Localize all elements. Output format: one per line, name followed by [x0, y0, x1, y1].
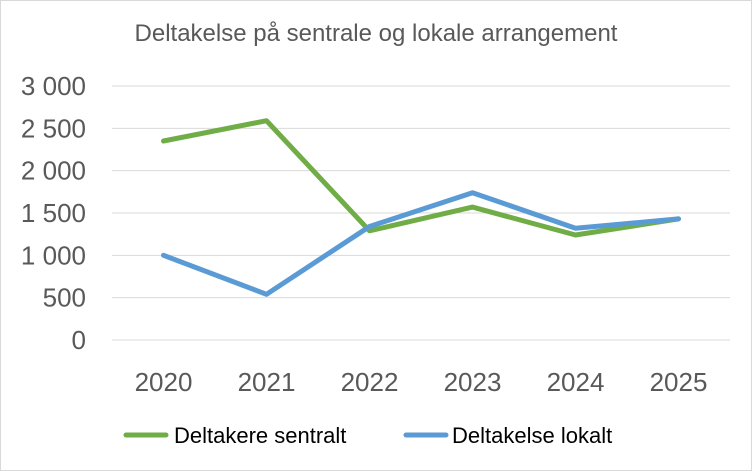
x-tick-label: 2024: [547, 367, 605, 397]
y-tick-label: 0: [72, 325, 86, 355]
x-tick-label: 2022: [341, 367, 399, 397]
gridlines: [112, 85, 730, 341]
y-tick-label: 1 500: [21, 198, 86, 228]
series-line-1: [161, 118, 681, 238]
y-tick-label: 500: [43, 283, 86, 313]
series-line-2: [161, 190, 681, 297]
y-tick-label: 2 000: [21, 156, 86, 186]
legend-label-1: Deltakere sentralt: [174, 423, 346, 448]
x-tick-label: 2025: [650, 367, 708, 397]
y-axis-tick-labels: 0 500 1 000 1 500 2 000 2 500 3 000: [21, 71, 86, 355]
series-lines: [161, 118, 681, 297]
legend: Deltakere sentralt Deltakelse lokalt: [123, 423, 612, 448]
x-tick-label: 2023: [444, 367, 502, 397]
x-tick-label: 2020: [135, 367, 193, 397]
y-tick-label: 1 000: [21, 240, 86, 270]
y-tick-label: 2 500: [21, 113, 86, 143]
x-axis-tick-labels: 2020 2021 2022 2023 2024 2025: [135, 367, 708, 397]
legend-label-2: Deltakelse lokalt: [452, 423, 612, 448]
y-tick-label: 3 000: [21, 71, 86, 101]
x-tick-label: 2021: [238, 367, 296, 397]
chart-title: Deltakelse på sentrale og lokale arrange…: [134, 20, 618, 47]
